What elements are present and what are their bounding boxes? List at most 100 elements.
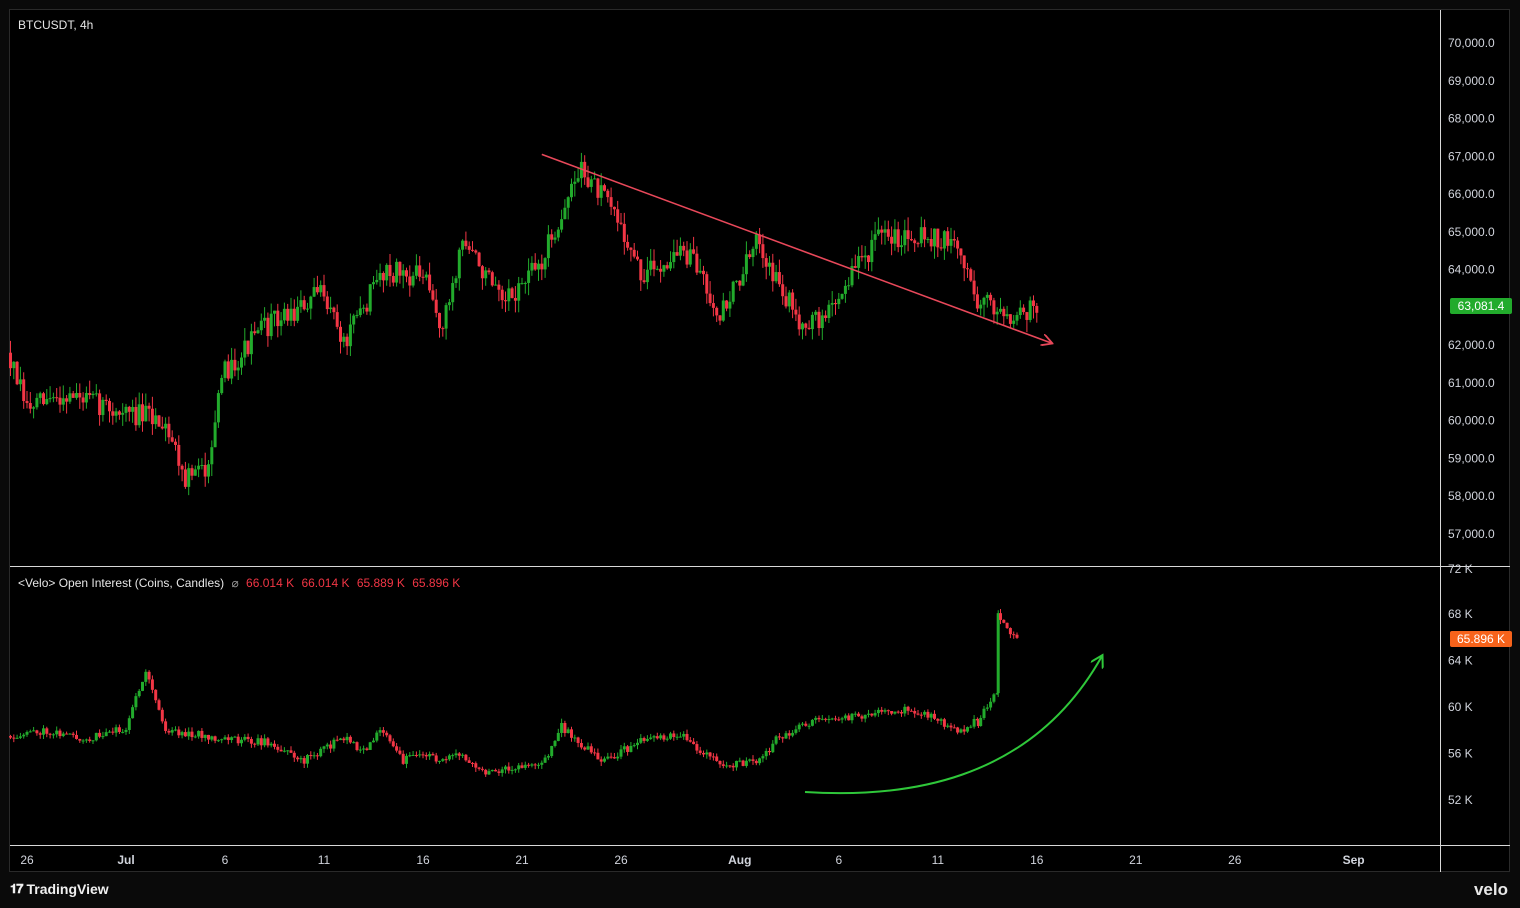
time-axis-tick: 26 xyxy=(1228,853,1242,867)
candle-body xyxy=(240,357,243,368)
time-axis-tick: 16 xyxy=(1030,853,1044,867)
candle-body xyxy=(1008,628,1012,635)
candle-body xyxy=(216,393,220,423)
candle-body xyxy=(355,742,359,750)
time-axis-tick: 11 xyxy=(932,853,945,867)
oi-axis-tick: 52 K xyxy=(1448,793,1473,807)
candle-body xyxy=(335,312,339,327)
candle-body xyxy=(896,711,900,713)
candle-body xyxy=(58,397,62,405)
candle-body xyxy=(279,320,283,327)
candle-body xyxy=(55,730,59,735)
candle-body xyxy=(395,746,399,751)
candle-body xyxy=(692,249,696,254)
candle-body xyxy=(141,404,144,422)
tradingview-logo[interactable]: 𝟏𝟕 TradingView xyxy=(10,881,109,897)
candle-body xyxy=(969,269,973,281)
oi-legend[interactable]: <Velo> Open Interest (Coins, Candles) ⌀ … xyxy=(18,576,460,590)
candle-body xyxy=(982,297,986,305)
candle-body xyxy=(32,730,36,732)
candle-body xyxy=(378,730,382,733)
candle-body xyxy=(807,327,811,330)
candle-body xyxy=(546,234,550,259)
candle-body xyxy=(75,734,78,739)
candle-body xyxy=(9,736,12,738)
candle-body xyxy=(210,736,214,740)
candle-body xyxy=(748,759,752,761)
price-axis-tick: 60,000.0 xyxy=(1448,414,1495,428)
candle-body xyxy=(731,281,735,302)
candle-body xyxy=(939,247,943,249)
candle-body xyxy=(193,469,197,476)
candle-body xyxy=(35,397,39,408)
eye-off-icon[interactable]: ⌀ xyxy=(231,576,239,590)
candle-body xyxy=(81,397,85,403)
symbol-title[interactable]: BTCUSDT, 4h xyxy=(18,18,94,32)
candle-body xyxy=(68,733,72,735)
candle-body xyxy=(523,282,527,284)
price-axis-tick: 69,000.0 xyxy=(1448,74,1495,88)
candle-body xyxy=(876,229,880,235)
candle-body xyxy=(876,709,880,714)
candle-body xyxy=(794,309,798,315)
candle-body xyxy=(609,197,613,207)
candle-body xyxy=(659,268,663,272)
candle-body xyxy=(345,336,349,347)
candle-body xyxy=(1018,307,1022,316)
candle-body xyxy=(583,747,587,750)
candle-body xyxy=(358,308,362,316)
candle-body xyxy=(685,733,689,741)
candle-body xyxy=(840,293,844,299)
candle-body xyxy=(32,407,36,409)
candle-body xyxy=(114,411,118,416)
candle-body xyxy=(533,262,537,270)
candle-body xyxy=(388,735,392,742)
candle-body xyxy=(636,256,639,260)
candle-body xyxy=(533,764,537,766)
candle-body xyxy=(273,743,276,747)
candle-body xyxy=(718,760,722,765)
candle-body xyxy=(147,671,151,680)
candle-body xyxy=(246,340,250,355)
candle-body xyxy=(563,207,567,220)
rising-curve-arrow[interactable] xyxy=(804,656,1102,795)
candle-body xyxy=(352,742,356,744)
candle-body xyxy=(68,393,72,402)
candle-body xyxy=(919,227,923,244)
candle-body xyxy=(596,752,600,760)
candle-body xyxy=(368,742,372,750)
candle-body xyxy=(197,465,201,470)
candle-body xyxy=(226,361,230,379)
candle-body xyxy=(332,739,336,749)
candle-body xyxy=(71,393,75,398)
candle-body xyxy=(190,468,194,476)
candle-body xyxy=(197,730,201,737)
candle-body xyxy=(702,752,705,755)
down-trend-arrow[interactable] xyxy=(541,153,1052,343)
candle-body xyxy=(15,737,19,739)
candle-body xyxy=(916,713,920,715)
candle-body xyxy=(976,720,980,727)
candle-body xyxy=(669,733,672,739)
candle-body xyxy=(570,729,573,738)
candle-body xyxy=(972,718,976,727)
candle-body xyxy=(843,715,847,719)
candle-body xyxy=(665,738,669,740)
candle-body xyxy=(500,289,504,301)
candle-body xyxy=(497,284,501,290)
candle-body xyxy=(708,752,712,757)
candle-body xyxy=(490,272,494,286)
candle-body xyxy=(401,753,405,764)
candle-body xyxy=(764,258,768,267)
candle-body xyxy=(127,718,131,730)
candle-body xyxy=(418,265,422,277)
candle-body xyxy=(540,762,544,765)
candle-body xyxy=(1005,314,1009,317)
candle-body xyxy=(65,398,69,402)
candle-body xyxy=(999,613,1002,620)
candle-body xyxy=(266,738,270,746)
candle-body xyxy=(926,711,930,718)
candle-body xyxy=(837,719,841,721)
candle-body xyxy=(761,756,765,759)
